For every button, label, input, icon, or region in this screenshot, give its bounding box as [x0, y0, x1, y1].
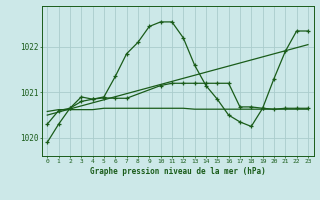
X-axis label: Graphe pression niveau de la mer (hPa): Graphe pression niveau de la mer (hPa) — [90, 167, 266, 176]
